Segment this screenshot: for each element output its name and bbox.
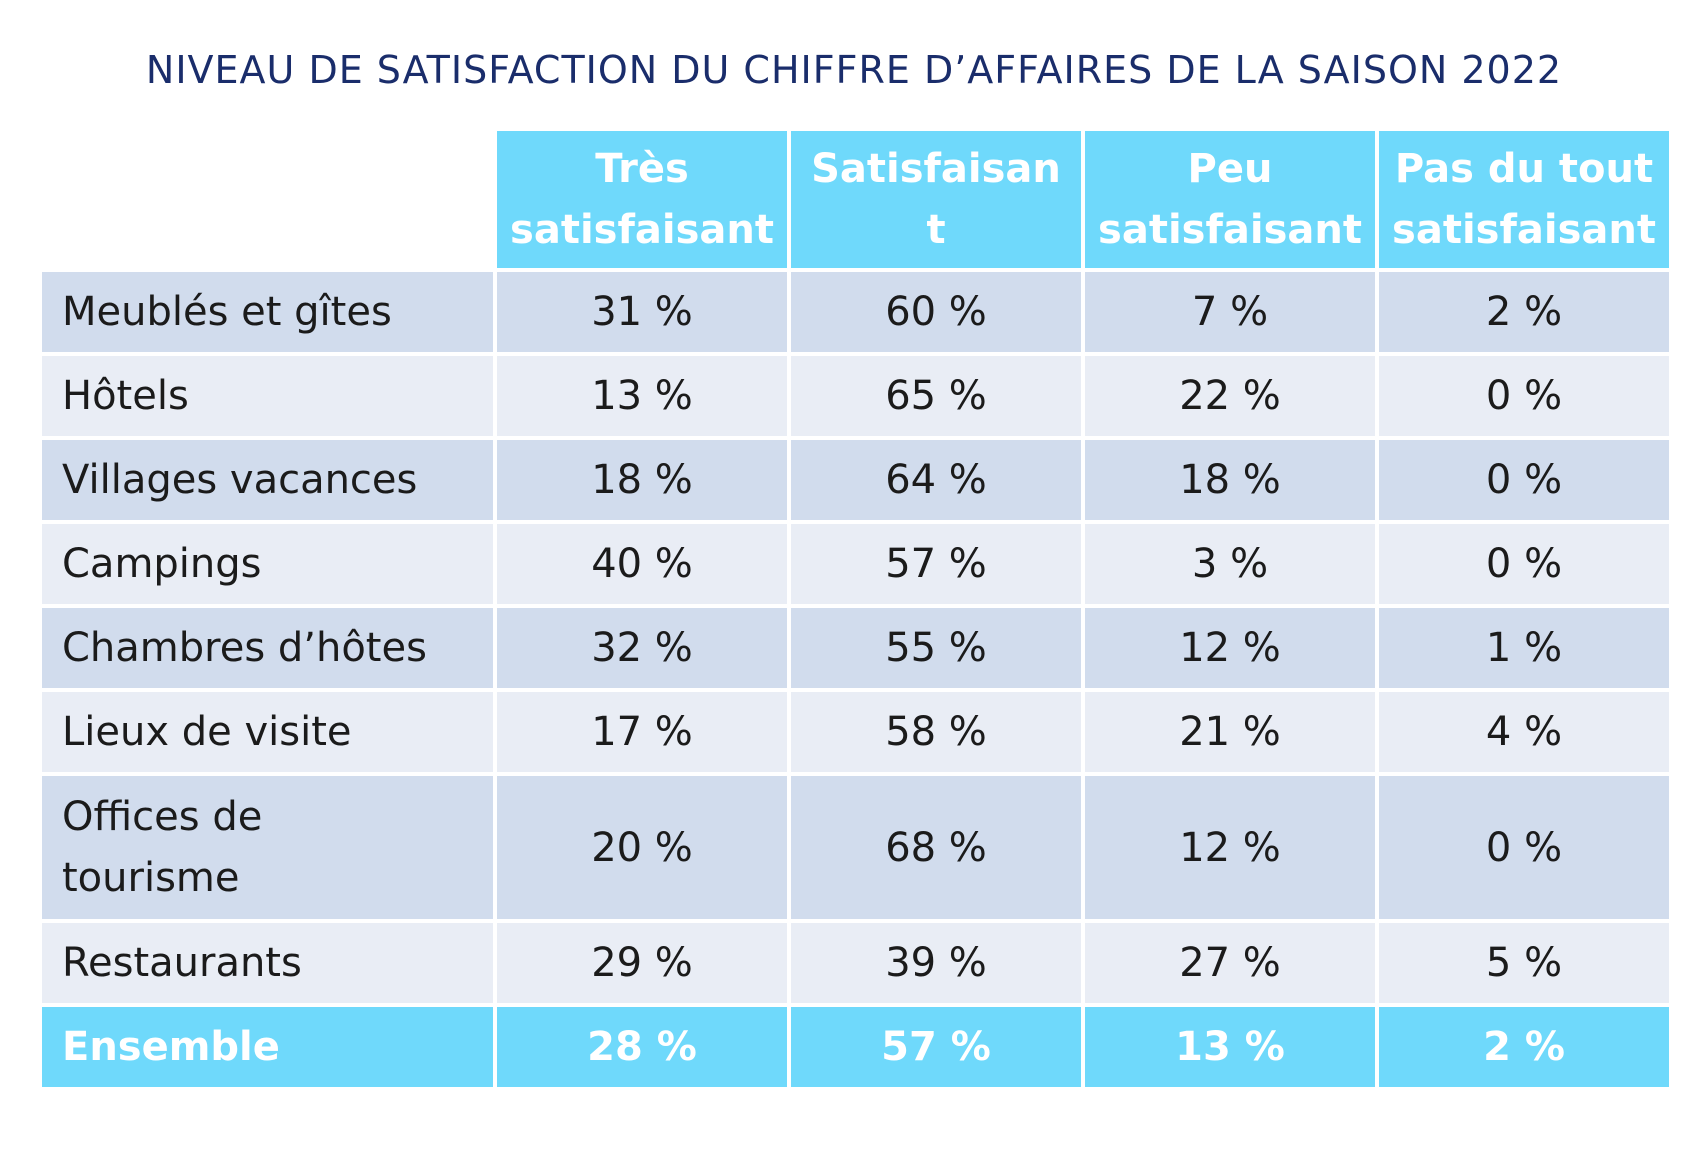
- value-cell: 7 %: [1085, 272, 1375, 352]
- value-cell: 13 %: [497, 356, 787, 436]
- row-label: Campings: [42, 524, 493, 604]
- value-cell: 29 %: [497, 923, 787, 1003]
- table-row: Villages vacances 18 % 64 % 18 % 0 %: [42, 440, 1669, 520]
- value-cell: 12 %: [1085, 776, 1375, 919]
- value-cell: 0 %: [1379, 356, 1669, 436]
- column-header: Très satisfaisant: [497, 131, 787, 268]
- value-cell: 0 %: [1379, 440, 1669, 520]
- total-cell: 2 %: [1379, 1007, 1669, 1087]
- row-label: Meublés et gîtes: [42, 272, 493, 352]
- value-cell: 20 %: [497, 776, 787, 919]
- total-row: Ensemble 28 % 57 % 13 % 2 %: [42, 1007, 1669, 1087]
- row-label-line: Meublés et gîtes: [62, 288, 392, 335]
- total-cell: 28 %: [497, 1007, 787, 1087]
- row-label-line: Hôtels: [62, 372, 189, 419]
- value-cell: 39 %: [791, 923, 1081, 1003]
- value-cell: 1 %: [1379, 608, 1669, 688]
- value-cell: 32 %: [497, 608, 787, 688]
- total-label: Ensemble: [42, 1007, 493, 1087]
- table-row: Restaurants 29 % 39 % 27 % 5 %: [42, 923, 1669, 1003]
- value-cell: 55 %: [791, 608, 1081, 688]
- value-cell: 40 %: [497, 524, 787, 604]
- row-label: Restaurants: [42, 923, 493, 1003]
- value-cell: 58 %: [791, 692, 1081, 772]
- header-row: Très satisfaisant Satisfaisan t Peu satisfa…: [42, 131, 1669, 268]
- value-cell: 4 %: [1379, 692, 1669, 772]
- table-row: Meublés et gîtes 31 % 60 % 7 % 2 %: [42, 272, 1669, 352]
- total-cell: 13 %: [1085, 1007, 1375, 1087]
- row-label: Offices de tourisme: [42, 776, 493, 919]
- row-label-line: Chambres d’hôtes: [62, 624, 427, 671]
- column-header-line: Pas du tout: [1394, 145, 1654, 192]
- table-title: NIVEAU DE SATISFACTION DU CHIFFRE D’AFFA…: [145, 48, 1563, 92]
- total-cell: 57 %: [791, 1007, 1081, 1087]
- column-header-line: satisfaisant: [1392, 206, 1656, 253]
- value-cell: 3 %: [1085, 524, 1375, 604]
- value-cell: 68 %: [791, 776, 1081, 919]
- header-corner: [42, 131, 493, 268]
- row-label-line: Campings: [62, 540, 262, 587]
- row-label-line: Offices de: [62, 793, 263, 840]
- satisfaction-table: Très satisfaisant Satisfaisan t Peu satisfa…: [38, 127, 1673, 1091]
- column-header-line: Satisfaisan: [811, 145, 1061, 192]
- column-header-line: satisfaisant: [510, 206, 774, 253]
- column-header: Pas du tout satisfaisant: [1379, 131, 1669, 268]
- row-label-line: Lieux de visite: [62, 708, 352, 755]
- row-label: Villages vacances: [42, 440, 493, 520]
- row-label: Lieux de visite: [42, 692, 493, 772]
- value-cell: 18 %: [1085, 440, 1375, 520]
- column-header-line: satisfaisant: [1098, 206, 1362, 253]
- table-row: Campings 40 % 57 % 3 % 0 %: [42, 524, 1669, 604]
- value-cell: 22 %: [1085, 356, 1375, 436]
- table-row: Offices de tourisme 20 % 68 % 12 % 0 %: [42, 776, 1669, 919]
- column-header-line: Très: [595, 145, 689, 192]
- value-cell: 31 %: [497, 272, 787, 352]
- column-header: Satisfaisan t: [791, 131, 1081, 268]
- column-header-line: Peu: [1187, 145, 1273, 192]
- value-cell: 17 %: [497, 692, 787, 772]
- row-label-line: Villages vacances: [62, 456, 418, 503]
- table-body: Meublés et gîtes 31 % 60 % 7 % 2 % Hôtels 13 %…: [42, 272, 1669, 1003]
- row-label: Chambres d’hôtes: [42, 608, 493, 688]
- value-cell: 21 %: [1085, 692, 1375, 772]
- value-cell: 2 %: [1379, 272, 1669, 352]
- table-row: Lieux de visite 17 % 58 % 21 % 4 %: [42, 692, 1669, 772]
- row-label-line: tourisme: [62, 854, 240, 901]
- table-row: Chambres d’hôtes 32 % 55 % 12 % 1 %: [42, 608, 1669, 688]
- row-label-line: Restaurants: [62, 939, 302, 986]
- value-cell: 0 %: [1379, 524, 1669, 604]
- value-cell: 60 %: [791, 272, 1081, 352]
- value-cell: 27 %: [1085, 923, 1375, 1003]
- column-header: Peu satisfaisant: [1085, 131, 1375, 268]
- value-cell: 57 %: [791, 524, 1081, 604]
- column-header-line: t: [926, 206, 946, 253]
- value-cell: 12 %: [1085, 608, 1375, 688]
- row-label: Hôtels: [42, 356, 493, 436]
- value-cell: 0 %: [1379, 776, 1669, 919]
- value-cell: 18 %: [497, 440, 787, 520]
- value-cell: 65 %: [791, 356, 1081, 436]
- value-cell: 64 %: [791, 440, 1081, 520]
- table-row: Hôtels 13 % 65 % 22 % 0 %: [42, 356, 1669, 436]
- value-cell: 5 %: [1379, 923, 1669, 1003]
